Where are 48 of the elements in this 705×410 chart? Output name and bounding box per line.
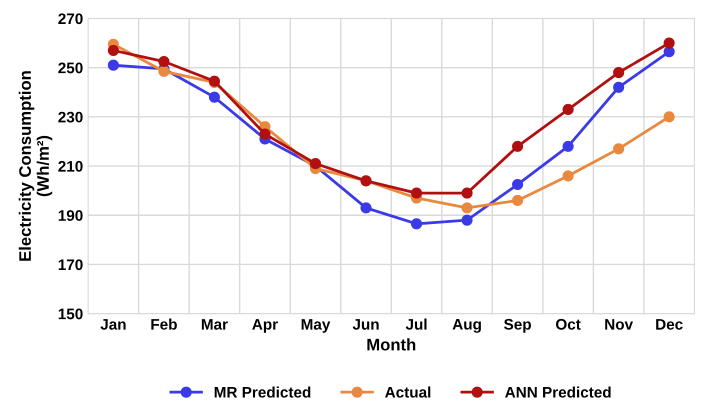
point [158, 66, 170, 77]
y-tick-label: 270 [58, 13, 83, 24]
x-tick-label: Mar [202, 319, 228, 330]
x-tick-label: Feb [151, 318, 177, 330]
point [512, 140, 524, 152]
point [158, 56, 170, 68]
point [462, 188, 473, 199]
point [259, 128, 271, 140]
point [562, 170, 574, 182]
point [562, 140, 574, 152]
point [562, 104, 574, 116]
legend-label: ANN Predicted [505, 386, 611, 398]
point [664, 111, 675, 122]
y-tick-label: 150 [58, 308, 83, 320]
point [410, 218, 422, 230]
x-tick-label: Jul [406, 318, 426, 330]
point [108, 44, 119, 56]
x-tick-label: Aug [452, 319, 481, 333]
x-axis-title: Month [367, 338, 416, 351]
y-tick-label: 250 [58, 62, 83, 74]
y-tick-label: 210 [58, 160, 83, 172]
x-tick-label: Oct [556, 318, 581, 330]
point [360, 202, 372, 214]
x-tick-label: Apr [252, 319, 278, 333]
x-tick-label: Nov [605, 319, 633, 330]
x-tick-label: Jan [100, 319, 126, 330]
x-tick-label: Dec [656, 319, 683, 330]
point [410, 188, 422, 199]
y-tick-label: 190 [58, 210, 83, 221]
point [462, 202, 473, 214]
point [613, 67, 624, 78]
point [664, 37, 675, 49]
point [512, 194, 524, 206]
x-tick-label: May [302, 319, 330, 333]
point [208, 92, 220, 103]
x-tick-label: Sep [504, 318, 531, 333]
y-tick-label: 170 [58, 259, 83, 270]
point [108, 60, 119, 71]
point [512, 178, 524, 190]
point [613, 143, 624, 154]
legend-label: Actual [385, 386, 430, 398]
point [613, 82, 624, 93]
y-tick-label: 230 [58, 112, 83, 123]
x-tick-label: Jun [352, 319, 379, 330]
y-axis-title: Electricity Consumption (Wh/m²) [18, 71, 52, 261]
legend-label: MR Predicted [214, 386, 310, 398]
point [462, 214, 473, 226]
point [310, 158, 322, 170]
